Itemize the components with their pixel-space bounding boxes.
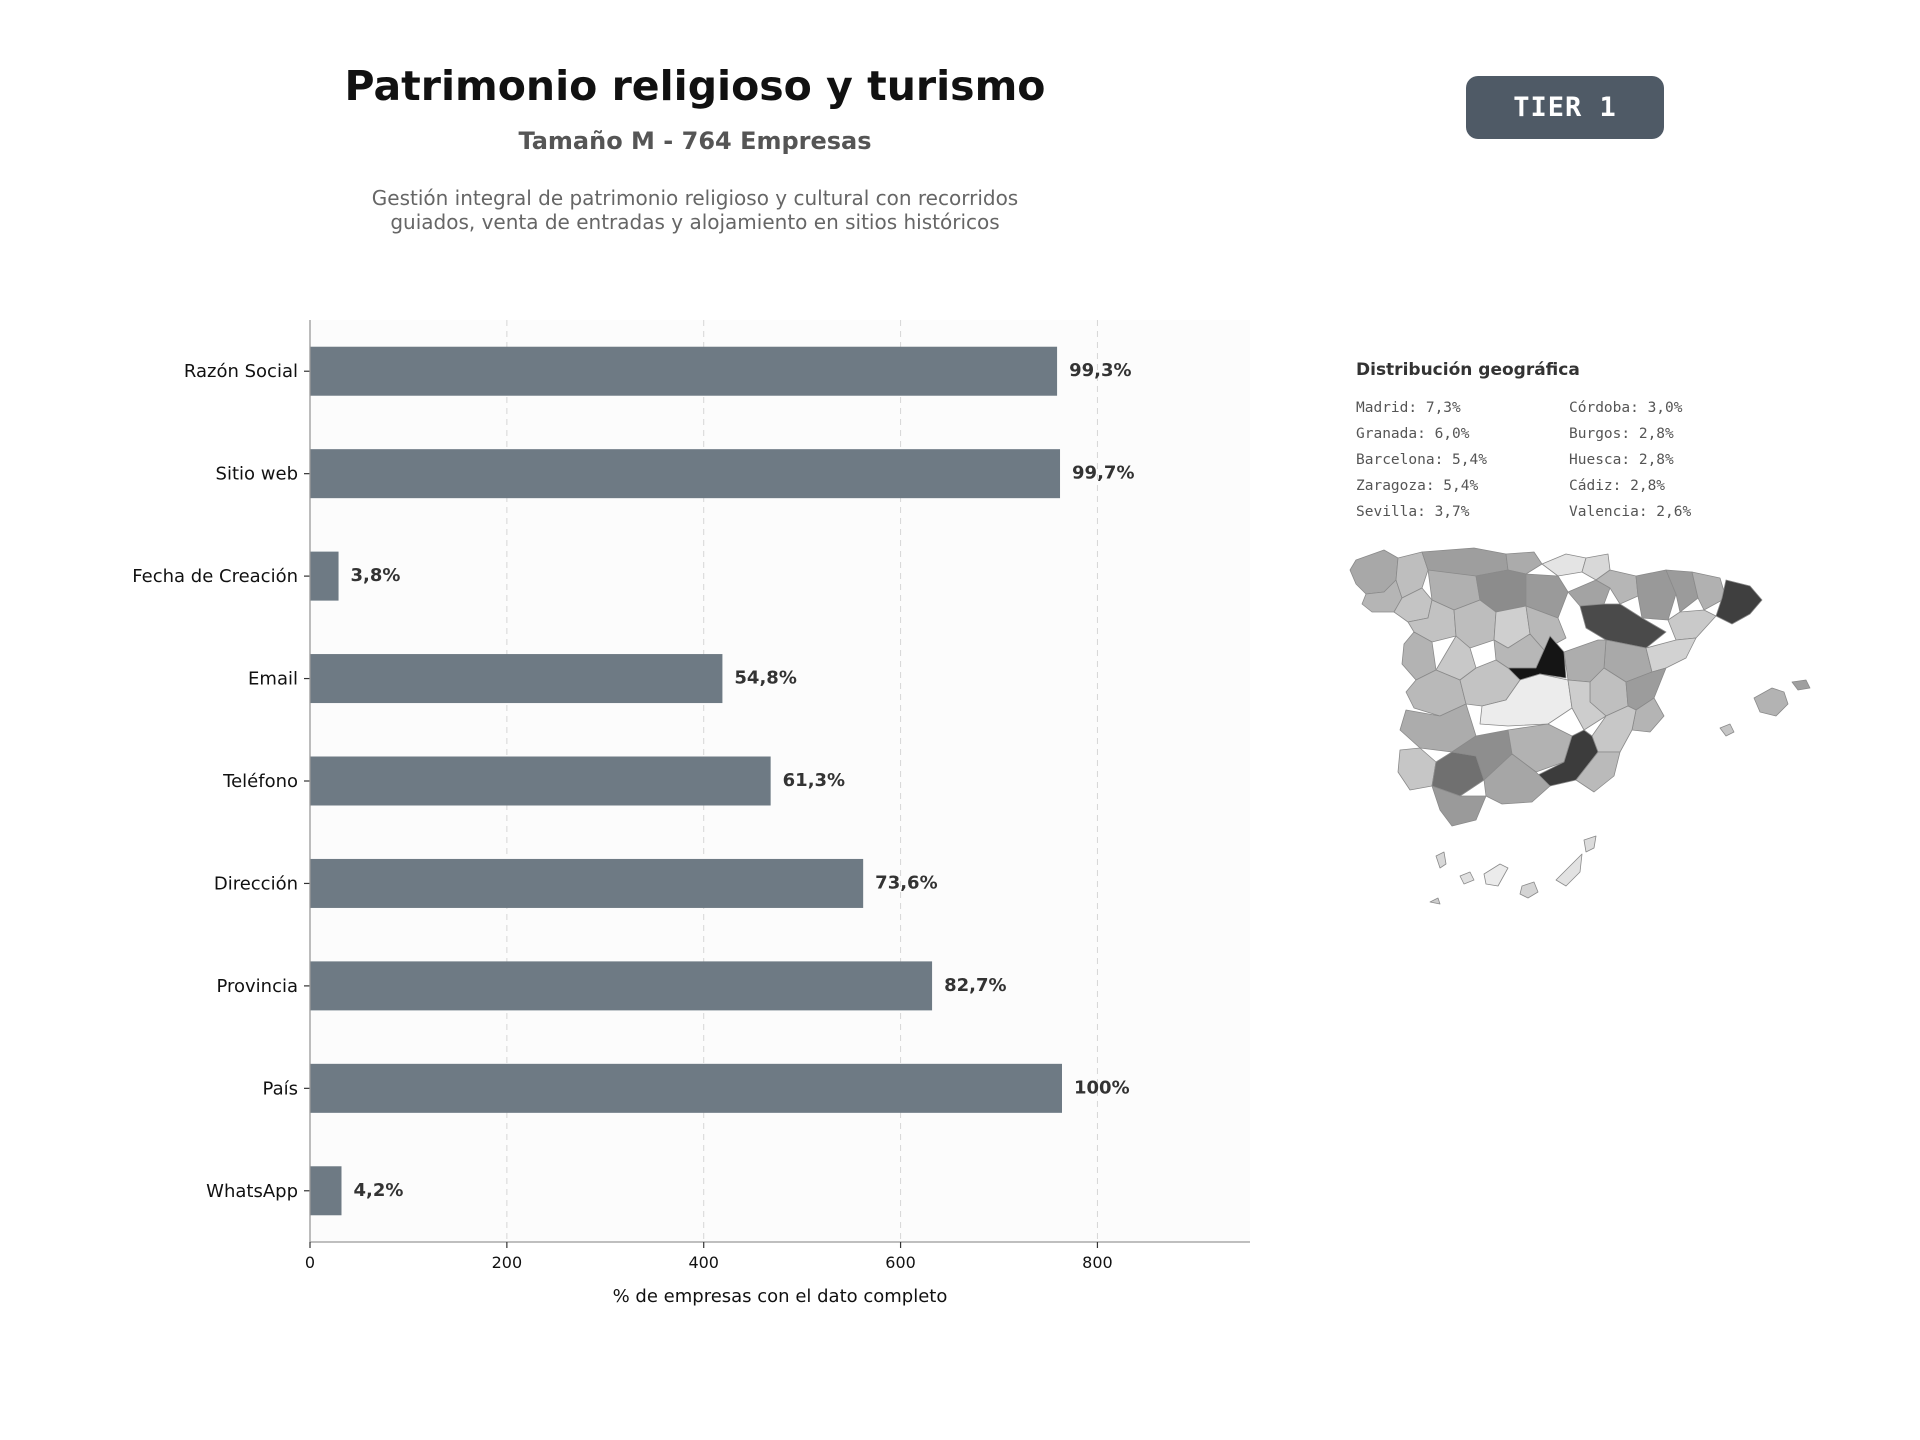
geo-item: Barcelona: 5,4% xyxy=(1356,452,1487,468)
map-region xyxy=(1665,569,1699,613)
x-tick-label: 200 xyxy=(492,1253,523,1272)
map-region xyxy=(1691,571,1727,611)
category-label: Dirección xyxy=(214,873,298,894)
description: Gestión integral de patrimonio religioso… xyxy=(0,186,1390,234)
category-label: Fecha de Creación xyxy=(132,566,298,587)
category-label: WhatsApp xyxy=(206,1181,298,1202)
map-region xyxy=(1525,573,1569,619)
bar xyxy=(310,1166,342,1216)
bar xyxy=(310,1063,1062,1113)
description-line: Gestión integral de patrimonio religioso… xyxy=(371,186,1019,210)
map-region xyxy=(1791,679,1811,691)
map-region xyxy=(1575,751,1621,793)
category-label: Teléfono xyxy=(222,771,298,792)
category-label: Provincia xyxy=(216,976,298,997)
map-region xyxy=(1579,603,1667,649)
data-label: 54,8% xyxy=(734,668,796,689)
map-region xyxy=(1505,551,1543,575)
data-label: 99,3% xyxy=(1069,360,1131,381)
geo-item: Huesca: 2,8% xyxy=(1569,452,1674,468)
description-line: guiados, venta de entradas y alojamiento… xyxy=(390,210,1000,234)
map-region xyxy=(1431,785,1487,827)
map-region xyxy=(1541,553,1587,577)
tier-badge: TIER 1 xyxy=(1466,76,1664,139)
page-title: Patrimonio religioso y turismo xyxy=(344,62,1046,110)
map-region xyxy=(1435,851,1447,869)
map-region xyxy=(1753,687,1789,717)
data-label: 3,8% xyxy=(351,565,401,586)
geo-item: Cádiz: 2,8% xyxy=(1569,478,1666,494)
map-region xyxy=(1483,863,1509,887)
geo-item: Granada: 6,0% xyxy=(1356,426,1470,442)
category-label: País xyxy=(263,1078,298,1099)
x-tick-label: 600 xyxy=(885,1253,916,1272)
map-region xyxy=(1483,753,1551,805)
bar xyxy=(310,449,1061,499)
geo-item: Córdoba: 3,0% xyxy=(1569,400,1683,416)
map-region xyxy=(1555,853,1583,887)
map-region xyxy=(1583,835,1597,853)
map-region xyxy=(1429,897,1441,905)
geo-distribution-title: Distribución geográfica xyxy=(1356,360,1580,380)
bar xyxy=(310,858,864,908)
data-label: 100% xyxy=(1074,1077,1130,1098)
geo-item: Sevilla: 3,7% xyxy=(1356,504,1470,520)
map-region xyxy=(1645,637,1697,673)
completeness-bar-chart: Razón Social 99,3% Sitio web 99,7% Fecha de … xyxy=(132,320,1250,1307)
x-tick-label: 800 xyxy=(1082,1253,1113,1272)
data-label: 4,2% xyxy=(353,1180,403,1201)
map-region xyxy=(1459,871,1475,885)
geo-item: Valencia: 2,6% xyxy=(1569,504,1692,520)
x-tick-label: 400 xyxy=(688,1253,719,1272)
geo-item: Burgos: 2,8% xyxy=(1569,426,1674,442)
map-region xyxy=(1397,747,1437,791)
x-tick-label: 0 xyxy=(305,1253,315,1272)
spain-provinces-map xyxy=(1349,547,1811,905)
data-label: 82,7% xyxy=(944,975,1006,996)
bar xyxy=(310,961,933,1011)
map-region xyxy=(1667,609,1717,641)
geo-item: Zaragoza: 5,4% xyxy=(1356,478,1479,494)
data-label: 61,3% xyxy=(783,770,845,791)
bar xyxy=(310,756,771,806)
map-region xyxy=(1719,723,1735,737)
geo-item: Madrid: 7,3% xyxy=(1356,400,1461,416)
data-label: 99,7% xyxy=(1072,463,1134,484)
data-label: 73,6% xyxy=(875,872,937,893)
category-label: Email xyxy=(248,669,298,690)
bar xyxy=(310,551,339,601)
bar xyxy=(310,654,723,704)
geo-distribution-list: Madrid: 7,3% Córdoba: 3,0% Granada: 6,0%… xyxy=(1356,397,1776,523)
category-label: Razón Social xyxy=(184,361,298,382)
x-axis-label: % de empresas con el dato completo xyxy=(613,1286,948,1307)
map-region xyxy=(1715,579,1763,625)
page-subtitle: Tamaño M - 764 Empresas xyxy=(518,127,872,155)
map-region xyxy=(1519,881,1539,899)
map-region xyxy=(1567,579,1611,607)
category-label: Sitio web xyxy=(216,464,298,485)
bar xyxy=(310,346,1058,396)
